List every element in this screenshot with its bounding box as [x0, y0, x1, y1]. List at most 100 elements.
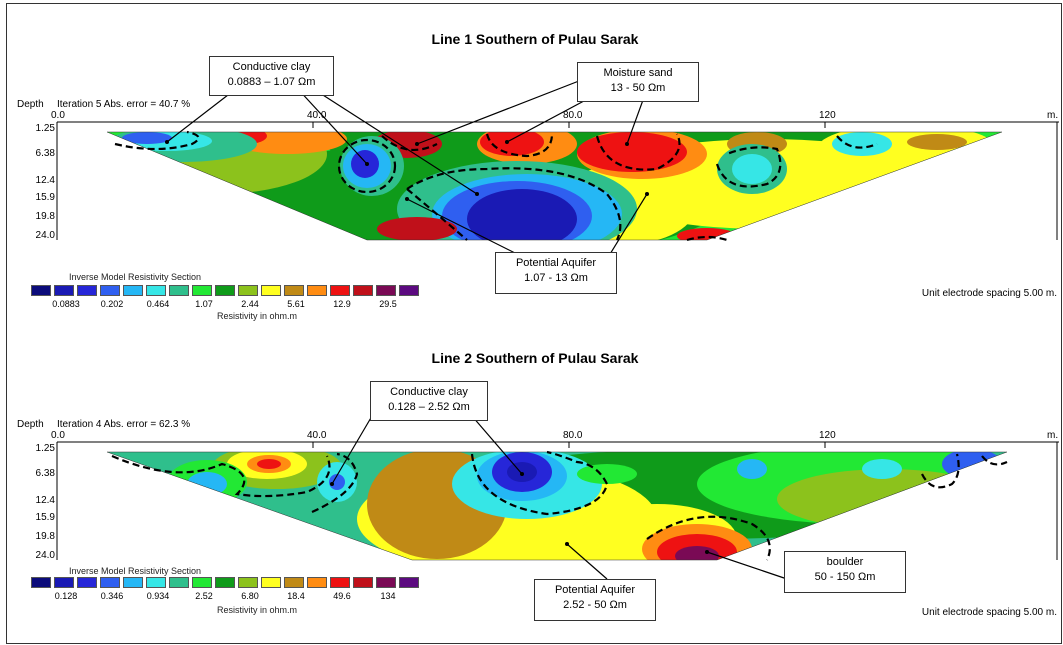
legend-swatch	[146, 285, 166, 296]
legend-unit: Resistivity in ohm.m	[217, 311, 298, 321]
distance-tick-0: 0.0	[51, 430, 65, 441]
callout-moisture-sand: Moisture sand 13 - 50 Ωm	[577, 62, 699, 102]
depth-tick: 6.38	[35, 148, 55, 159]
legend-swatch	[215, 577, 235, 588]
depth-tick: 19.8	[35, 211, 55, 222]
depth-tick: 6.38	[35, 468, 55, 479]
depth-tick: 1.25	[35, 443, 55, 454]
legend-value: 2.44	[241, 299, 259, 309]
resistivity-pseudosection	[56, 71, 1059, 260]
legend-value: 18.4	[287, 591, 305, 601]
legend-swatch	[399, 285, 419, 296]
distance-tick-40: 40.0	[307, 110, 327, 121]
section-title: Line 1 Southern of Pulau Sarak	[431, 31, 639, 47]
legend-unit: Resistivity in ohm.m	[217, 605, 298, 615]
depth-label: Depth	[17, 99, 44, 110]
depth-tick: 15.9	[35, 192, 55, 203]
axis-ticks	[56, 441, 1059, 560]
legend-swatch	[261, 577, 281, 588]
legend-swatch	[54, 285, 74, 296]
resistivity-pseudosection	[56, 415, 1059, 580]
legend-swatch	[54, 577, 74, 588]
depth-tick: 24.0	[35, 230, 55, 241]
electrode-spacing-label: Unit electrode spacing 5.00 m.	[921, 288, 1057, 299]
legend-swatch	[146, 577, 166, 588]
callout-potential-aquifer: Potential Aquifer 1.07 - 13 Ωm	[495, 252, 617, 294]
legend-value: 6.80	[241, 591, 259, 601]
distance-unit: m.	[1047, 110, 1059, 121]
depth-label: Depth	[17, 419, 44, 430]
legend-swatch	[123, 285, 143, 296]
legend-value: 0.0883	[52, 299, 80, 309]
legend-swatch	[376, 285, 396, 296]
legend-swatch	[77, 285, 97, 296]
callout-conductive-clay: Conductive clay 0.0883 – 1.07 Ωm	[209, 56, 334, 96]
legend-value: 0.346	[100, 591, 124, 601]
depth-tick: 1.25	[35, 123, 55, 134]
legend-swatch	[169, 577, 189, 588]
legend-swatch	[123, 577, 143, 588]
resistivity-fill	[107, 132, 1002, 240]
distance-tick-40: 40.0	[307, 430, 327, 441]
leader-arrowheads	[330, 472, 709, 554]
legend-value: 5.61	[287, 299, 305, 309]
legend-swatch	[192, 577, 212, 588]
legend-swatch	[261, 285, 281, 296]
legend-swatch	[31, 285, 51, 296]
legend-title: Inverse Model Resistivity Section	[69, 566, 202, 576]
distance-tick-80: 80.0	[563, 110, 583, 121]
legend-swatch	[307, 285, 327, 296]
legend-value: 49.6	[333, 591, 351, 601]
legend-swatch	[307, 577, 327, 588]
legend-swatch	[77, 577, 97, 588]
callout-leaders	[331, 415, 788, 580]
legend-value: 12.9	[333, 299, 351, 309]
legend-swatch	[330, 577, 350, 588]
depth-tick: 12.4	[35, 495, 55, 506]
legend-value: 0.128	[54, 591, 78, 601]
depth-tick: 19.8	[35, 531, 55, 542]
legend-swatch	[100, 577, 120, 588]
legend-swatch	[215, 285, 235, 296]
legend-value: 0.934	[146, 591, 170, 601]
distance-unit: m.	[1047, 430, 1059, 441]
legend-swatch	[192, 285, 212, 296]
legend-value: 134	[380, 591, 396, 601]
legend-swatch	[376, 577, 396, 588]
callout-potential-aquifer: Potential Aquifer 2.52 - 50 Ωm	[534, 579, 656, 621]
legend-swatch	[284, 285, 304, 296]
depth-tick: 24.0	[35, 550, 55, 561]
callout-leaders	[166, 71, 648, 260]
legend-swatch	[353, 285, 373, 296]
depth-tick: 12.4	[35, 175, 55, 186]
legend-swatch	[238, 577, 258, 588]
electrode-spacing-label: Unit electrode spacing 5.00 m.	[921, 607, 1057, 618]
legend-value: 29.5	[379, 299, 397, 309]
distance-tick-120: 120	[819, 430, 836, 441]
iteration-label: Iteration 5 Abs. error = 40.7 %	[57, 99, 191, 110]
legend-swatch	[399, 577, 419, 588]
section-line-2: Line 2 Southern of Pulau Sarak Depth Ite…	[7, 324, 1061, 643]
legend-value: 2.52	[195, 591, 213, 601]
depth-tick: 15.9	[35, 512, 55, 523]
legend-swatch	[31, 577, 51, 588]
legend-swatches	[31, 577, 419, 588]
legend-swatch	[169, 285, 189, 296]
legend-swatch	[100, 285, 120, 296]
figure-frame: Line 1 Southern of Pulau Sarak Depth Ite…	[6, 3, 1062, 644]
callout-conductive-clay: Conductive clay 0.128 – 2.52 Ωm	[370, 381, 488, 421]
legend-value: 1.07	[195, 299, 213, 309]
section-line-1: Line 1 Southern of Pulau Sarak Depth Ite…	[7, 4, 1061, 324]
legend-swatch	[353, 577, 373, 588]
distance-tick-80: 80.0	[563, 430, 583, 441]
callout-boulder: boulder 50 - 150 Ωm	[784, 551, 906, 593]
distance-tick-0: 0.0	[51, 110, 65, 121]
legend-value: 0.202	[100, 299, 124, 309]
legend-swatch	[238, 285, 258, 296]
legend-swatch	[284, 577, 304, 588]
contour-lines	[114, 130, 878, 242]
iteration-label: Iteration 4 Abs. error = 62.3 %	[57, 419, 191, 430]
axis-ticks	[56, 121, 1059, 240]
contour-lines	[111, 450, 1008, 561]
legend-swatches	[31, 285, 419, 296]
